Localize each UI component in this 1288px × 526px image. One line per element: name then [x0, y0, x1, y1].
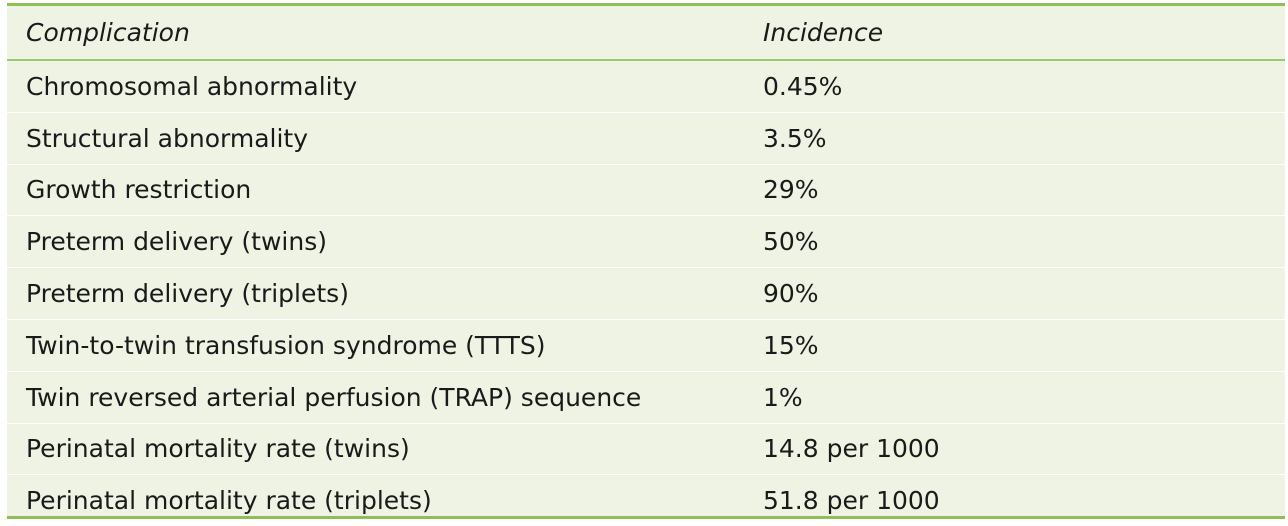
- cell-incidence: 3.5%: [744, 112, 1285, 165]
- table-row: Twin reversed arterial perfusion (TRAP) …: [7, 371, 1285, 424]
- table-row: Preterm delivery (twins) 50%: [7, 215, 1285, 269]
- table-row: Structural abnormality 3.5%: [7, 112, 1285, 165]
- cell-incidence: 90%: [744, 267, 1285, 320]
- column-header-complication: Complication: [7, 6, 744, 61]
- table-body: Chromosomal abnormality 0.45% Structural…: [7, 60, 1285, 526]
- complications-table: Complication Incidence Chromosomal abnor…: [7, 6, 1285, 526]
- cell-complication: Perinatal mortality rate (triplets): [26, 486, 432, 516]
- cell-incidence: 1%: [744, 371, 1285, 424]
- cell-incidence: 29%: [744, 164, 1285, 217]
- column-header-incidence: Incidence: [744, 6, 1285, 61]
- cell-complication: Growth restriction: [7, 164, 744, 217]
- cell-complication: Twin-to-twin transfusion syndrome (TTTS): [7, 319, 744, 372]
- cell-complication: Preterm delivery (triplets): [7, 267, 744, 320]
- cell-incidence: 50%: [744, 215, 1285, 269]
- header-row: Complication Incidence: [7, 6, 1285, 61]
- cell-complication: Twin reversed arterial perfusion (TRAP) …: [7, 371, 744, 424]
- cell-incidence: 51.8 per 1000: [763, 486, 940, 516]
- table-row: Growth restriction 29%: [7, 164, 1285, 217]
- table-row: Preterm delivery (triplets) 90%: [7, 267, 1285, 320]
- table-row: Twin-to-twin transfusion syndrome (TTTS)…: [7, 319, 1285, 372]
- table-header: Complication Incidence: [7, 6, 1285, 61]
- cell-incidence: 14.8 per 1000: [744, 423, 1285, 476]
- complications-table-container: Complication Incidence Chromosomal abnor…: [7, 3, 1285, 519]
- cell-complication: Chromosomal abnormality: [7, 60, 744, 113]
- cell-complication: Structural abnormality: [7, 112, 744, 165]
- cell-complication: Perinatal mortality rate (twins): [7, 423, 744, 476]
- table-row: Perinatal mortality rate (twins) 14.8 pe…: [7, 423, 1285, 476]
- table-row: Chromosomal abnormality 0.45%: [7, 60, 1285, 113]
- table-row: Perinatal mortality rate (triplets) 51.8…: [7, 475, 1285, 526]
- cell-complication: Preterm delivery (twins): [7, 215, 744, 269]
- cell-incidence: 0.45%: [744, 60, 1285, 113]
- cell-incidence: 15%: [744, 319, 1285, 372]
